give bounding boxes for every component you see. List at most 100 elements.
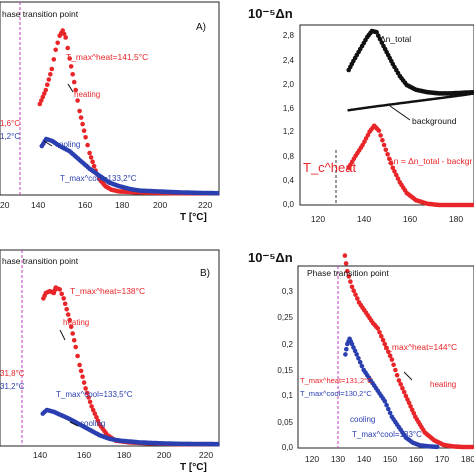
x-tick-label: 180 [115, 200, 129, 210]
data-point-heating [81, 128, 87, 133]
data-point-heating [57, 287, 62, 292]
data-point-heating [355, 296, 360, 301]
data-point-cooling [215, 441, 220, 447]
y-tick-label: 0,25 [277, 313, 293, 322]
data-point-heating [81, 380, 87, 385]
data-point-background [471, 92, 474, 95]
data-point-heating [379, 333, 384, 339]
data-point-heating [55, 40, 60, 46]
x-tick-label: 220 [199, 450, 213, 460]
x-axis-label-bl: T [°C] [180, 462, 207, 473]
left-blue-temp: 1,2°C [0, 132, 20, 141]
x-tick-label: 220 [198, 200, 212, 210]
left-blue-temp: 31,2°C [0, 382, 25, 391]
data-point-heating [89, 404, 94, 409]
data-point-cooling [359, 363, 365, 369]
data-point-heating [71, 79, 77, 85]
data-point-n [394, 172, 399, 178]
data-point-heating [394, 372, 400, 378]
subtitle-bl: hase transition point [2, 256, 79, 266]
data-point-n [385, 152, 390, 157]
x-tick-label: 200 [157, 450, 171, 460]
data-point-heating [51, 57, 57, 62]
data-point-heating [61, 296, 66, 301]
tmax-heat-label: T_max^heat=138°C [70, 286, 145, 296]
data-point-ntotal [374, 29, 379, 35]
x-tick-label: 180 [117, 450, 131, 460]
series-group-br [342, 253, 474, 450]
data-point-heating [49, 66, 55, 72]
y-tick-label: 0,4 [283, 176, 295, 185]
heating-arrow [403, 371, 413, 381]
data-point-heating [80, 121, 85, 127]
data-point-heating [65, 45, 70, 51]
x-tick-labels-tr: 120 140 160 180 [311, 214, 463, 224]
x-tick-label: 180 [449, 214, 463, 224]
data-point-heating [73, 344, 78, 350]
data-point-n [390, 165, 396, 171]
subtitle-br: Phase transition point [307, 268, 389, 278]
data-point-heating [393, 367, 398, 373]
series-group-tr [346, 28, 474, 208]
data-point-heating [80, 374, 85, 380]
panel-top-left: A) hase transition point T_max^heat=141,… [0, 1, 220, 223]
data-point-heating [46, 77, 52, 82]
data-point-heating [377, 330, 382, 335]
y-tick-label: 0,05 [277, 418, 293, 427]
data-point-heating [391, 362, 396, 368]
panel-letter: A) [196, 22, 206, 33]
y-tick-label: 0,0 [283, 200, 295, 209]
data-point-cooling [344, 346, 349, 352]
data-point-heating [90, 407, 96, 413]
x-tick-labels-br: 120 130 140 150 160 170 180 [305, 454, 474, 464]
x-tick-label: 120 [305, 454, 319, 464]
data-point-heating [63, 35, 68, 40]
data-point-heating [87, 399, 93, 405]
cooling-arrow [43, 140, 53, 147]
data-point-heating [87, 150, 92, 156]
data-point-heating [398, 382, 404, 387]
data-point-heating [84, 390, 90, 396]
left-red-temp: 31,8°C [0, 369, 25, 378]
data-point-n [470, 202, 474, 208]
y-axis-label-tr: 10⁻⁵Δn [248, 6, 293, 21]
data-point-cooling [384, 402, 389, 408]
cooling-label: cooling [80, 419, 105, 428]
data-point-heating [78, 368, 84, 374]
data-point-heating [75, 98, 80, 103]
tmax-cool-label: T_max^cool=133°C [352, 430, 422, 439]
data-point-heating [343, 261, 349, 266]
data-point-heating [90, 159, 95, 165]
data-point-heating [380, 337, 386, 343]
y-tick-label: 0,0 [282, 443, 294, 452]
data-point-ntotal [377, 36, 383, 42]
data-point-n [387, 156, 392, 162]
x-tick-labels-tl: 20 140 160 180 200 220 [0, 200, 212, 210]
data-point-heating [77, 108, 82, 114]
data-point-heating [396, 378, 402, 383]
data-point-heating [85, 142, 90, 148]
data-point-heating [345, 268, 350, 274]
data-point-cooling [354, 352, 360, 357]
data-point-heating [65, 312, 71, 317]
data-point-heating [406, 400, 412, 406]
data-point-heating [83, 135, 88, 140]
x-tick-label: 180 [461, 454, 474, 464]
x-tick-label: 160 [78, 200, 92, 210]
data-point-heating [67, 317, 72, 323]
panel-letter: B) [200, 268, 210, 279]
y-tick-label: 2,8 [283, 31, 295, 40]
y-tick-label: 1,2 [283, 127, 295, 136]
data-point-heating [71, 338, 77, 343]
data-point-cooling [387, 410, 393, 416]
data-point-n [395, 176, 401, 181]
plot-frame-tr [299, 24, 474, 206]
data-point-heating [401, 389, 407, 395]
x-tick-label: 200 [153, 200, 167, 210]
data-point-heating [88, 155, 94, 160]
y-tick-label: 0,8 [283, 152, 295, 161]
data-point-heating [387, 353, 393, 359]
data-point-heating [75, 353, 80, 359]
data-point-heating [386, 349, 391, 355]
